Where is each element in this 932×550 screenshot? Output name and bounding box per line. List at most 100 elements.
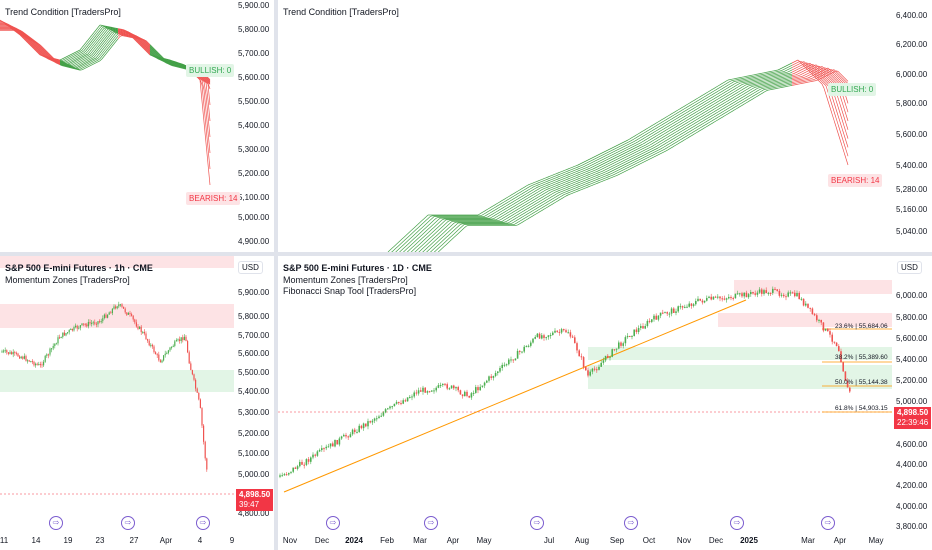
ribbon-segment [519, 203, 523, 206]
trend-condition-pane-1d[interactable]: Trend Condition [TradersPro] 6,400.00 6,2… [278, 0, 932, 252]
ribbon-segment [405, 233, 409, 236]
ribbon-segment [725, 87, 729, 90]
ribbon-segment [725, 82, 729, 85]
ribbon-segment [665, 133, 669, 136]
ribbon-segment [153, 52, 157, 55]
ribbon-segment [429, 228, 433, 232]
ribbon-segment [541, 182, 545, 184]
ribbon-segment [753, 96, 757, 99]
ribbon-segment [575, 164, 579, 167]
ribbon-segment [505, 201, 509, 204]
ribbon-segment [837, 75, 841, 79]
ribbon-segment [519, 216, 523, 219]
ribbon-segment [109, 43, 113, 47]
ribbon-segment [663, 119, 667, 122]
ribbon-segment [721, 89, 725, 92]
ribbon-segment [675, 127, 679, 130]
ribbon-segment [537, 200, 541, 203]
ribbon-segment [645, 127, 649, 130]
ribbon-segment [705, 112, 709, 115]
ribbon-segment [141, 45, 145, 49]
ribbon-segment [533, 192, 537, 195]
ribbon-segment [655, 149, 659, 152]
ribbon-segment [53, 59, 57, 63]
price-tick: 5,280.00 [896, 185, 928, 194]
ribbon-segment [689, 114, 693, 117]
ribbon-segment [155, 56, 159, 60]
ribbon-segment [423, 230, 427, 234]
ribbon-segment [811, 71, 815, 75]
ribbon-segment [483, 212, 487, 215]
ribbon-segment [523, 204, 527, 206]
ribbon-segment [611, 167, 615, 170]
price-axis[interactable]: 6,400.00 6,200.00 6,000.00 5,800.00 5,600.00… [892, 0, 932, 252]
ribbon-segment [489, 208, 493, 211]
trend-condition-pane-1h[interactable]: Trend Condition [TradersPro] 5,900.00 5,8… [0, 0, 274, 252]
ribbon-segment [619, 147, 623, 149]
ribbon-segment [729, 95, 733, 98]
ribbon-segment [667, 135, 671, 138]
ribbon-segment [747, 97, 751, 100]
ribbon-segment [827, 76, 831, 80]
ribbon-segment [143, 42, 147, 45]
ribbon-segment [137, 41, 141, 45]
ribbon-segment [627, 161, 631, 164]
ribbon-segment [433, 228, 437, 232]
ribbon-segment [651, 137, 655, 139]
ribbon-segment [651, 156, 655, 159]
ribbon-segment [181, 66, 185, 68]
ribbon-segment [167, 59, 171, 61]
ribbon-segment [803, 67, 807, 69]
ribbon-segment [585, 182, 589, 185]
ribbon-segment [589, 173, 593, 175]
pane-separator[interactable] [274, 0, 278, 550]
ribbon-segment [617, 155, 621, 157]
ribbon-segment [569, 179, 573, 181]
candle [59, 337, 61, 339]
ribbon-segment [701, 94, 705, 96]
ribbon-segment [659, 147, 663, 150]
ribbon-segment [147, 51, 151, 55]
ribbon-segment [565, 194, 569, 197]
ribbon-segment [449, 231, 453, 235]
ribbon-segment [837, 71, 841, 74]
ribbon-segment [601, 151, 605, 154]
ribbon-segment [87, 51, 91, 55]
ribbon-segment [557, 181, 561, 184]
ribbon-segment [435, 234, 439, 237]
ribbon-segment [529, 213, 533, 216]
ribbon-segment [111, 32, 115, 36]
ribbon-segment [721, 110, 725, 113]
ribbon-segment [571, 172, 575, 174]
ribbon-segment [607, 169, 611, 172]
ribbon-segment [61, 64, 65, 66]
ribbon-segment [81, 66, 85, 69]
ribbon-segment [831, 113, 835, 121]
currency-label[interactable]: USD [238, 261, 263, 274]
candle [145, 333, 147, 340]
ribbon-segment [741, 93, 745, 96]
ribbon-segment [25, 39, 29, 43]
ribbon-segment [681, 113, 685, 116]
ribbon-segment [515, 219, 519, 222]
ribbon-segment [697, 130, 701, 133]
ribbon-segment [669, 141, 673, 144]
ribbon-segment [455, 222, 459, 226]
ribbon-segment [406, 251, 409, 252]
ribbon-segment [841, 145, 845, 153]
price-chart-pane-1h[interactable]: S&P 500 E-mini Futures · 1h · CME Moment… [0, 256, 274, 550]
ribbon-segment [565, 178, 569, 181]
ribbon-segment [819, 68, 823, 72]
price-axis[interactable]: 5,900.00 5,800.00 5,700.00 5,600.00 5,500.00… [234, 0, 274, 252]
ribbon-segment [575, 190, 579, 193]
ribbon-segment [707, 95, 711, 98]
price-axis[interactable]: 5,900.00 5,800.00 5,700.00 5,600.00 5,500.00… [234, 256, 274, 532]
candle [51, 348, 53, 350]
ribbon-segment [89, 45, 93, 49]
ribbon-segment [535, 209, 539, 212]
ribbon-segment [573, 181, 577, 183]
ribbon-segment [657, 130, 661, 133]
ribbon-segment [149, 49, 153, 52]
ribbon-segment [651, 149, 655, 152]
pane-separator-horizontal[interactable] [0, 252, 932, 256]
